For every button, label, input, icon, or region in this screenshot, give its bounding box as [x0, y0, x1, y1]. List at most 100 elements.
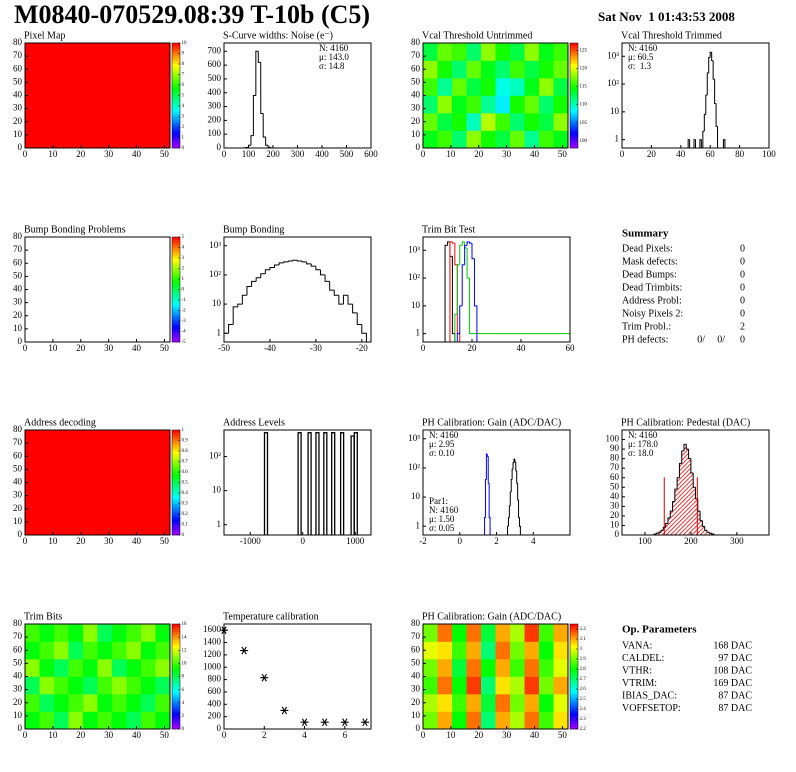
heatmap-cell — [452, 694, 467, 712]
colorbar-segment — [172, 647, 180, 651]
colorbar-segment — [570, 132, 578, 136]
hist-bin — [287, 260, 293, 262]
colorbar-segment — [172, 482, 180, 486]
heatmap-cell — [437, 60, 453, 79]
plot-frame — [223, 623, 372, 730]
colorbar-segment — [172, 684, 180, 688]
colorbar-segment — [570, 655, 578, 659]
x-tick-label: 50 — [160, 730, 170, 740]
colorbar-tick-label: 0.2 — [182, 512, 189, 517]
stats-text: μ: 60.5 — [628, 52, 654, 62]
y-tick-label: 20 — [13, 503, 23, 513]
y-tick-label: 10 — [13, 129, 23, 139]
colorbar-segment — [172, 66, 180, 70]
x-tick-label: 20 — [76, 149, 86, 159]
plot-frame — [223, 236, 372, 343]
hist-bin — [246, 286, 252, 296]
colorbar-segment — [172, 336, 180, 340]
colorbar-segment — [172, 323, 180, 327]
heatmap-cell — [141, 694, 156, 712]
heatmap-cell — [510, 113, 525, 131]
colorbar-segment — [172, 479, 180, 483]
colorbar-segment — [570, 48, 578, 52]
colorbar-tick-label: 125 — [580, 48, 588, 53]
hist-bin — [451, 241, 455, 244]
colorbar-segment — [570, 95, 578, 99]
colorbar-segment — [172, 453, 180, 457]
x-tick-label: 0 — [222, 730, 227, 740]
colorbar-segment — [570, 108, 578, 112]
heatmap-cell — [437, 78, 453, 96]
hist-bin — [507, 516, 510, 527]
x-tick-label: -20 — [356, 343, 368, 353]
hist-bin — [662, 526, 666, 531]
table-label: VTHR: — [622, 665, 652, 676]
heatmap-cell — [423, 659, 438, 677]
x-tick-label: 10 — [48, 730, 58, 740]
heatmap-cell — [39, 641, 55, 660]
colorbar-segment — [172, 474, 180, 478]
heatmap-cell — [481, 694, 496, 712]
y-tick-label: 10 — [13, 323, 23, 333]
colorbar-segment — [172, 85, 180, 88]
colorbar-tick-label: 110 — [580, 103, 588, 108]
colorbar-segment — [570, 639, 578, 643]
panel-title: Vcal Threshold Untrimmed — [422, 30, 532, 41]
colorbar-segment — [172, 626, 180, 630]
heatmap-cell — [466, 60, 482, 79]
y-tick-label: 600 — [208, 59, 222, 69]
heatmap-cell — [553, 624, 569, 642]
heatmap-cell — [437, 694, 453, 712]
colorbar-segment — [172, 671, 180, 675]
y-tick-label: 0 — [18, 529, 23, 539]
heatmap-cell — [39, 676, 55, 695]
colorbar-segment — [172, 464, 180, 468]
colorbar-segment — [570, 69, 578, 73]
colorbar-segment — [172, 302, 180, 306]
colorbar-segment — [172, 82, 180, 86]
colorbar-segment — [172, 315, 180, 319]
heatmap-cell — [495, 95, 511, 114]
colorbar-segment — [172, 255, 180, 259]
y-tick-label: 70 — [13, 631, 23, 641]
colorbar-segment — [570, 715, 578, 719]
heatmap-cell — [112, 624, 127, 642]
colorbar-segment — [172, 95, 180, 99]
heatmap-cell — [452, 95, 467, 114]
hist-fill — [658, 532, 662, 535]
x-tick-label: 60 — [566, 343, 576, 353]
colorbar-tick-label: 1 — [182, 428, 185, 433]
colorbar-tick-label: -2 — [182, 309, 187, 314]
colorbar-segment — [570, 626, 578, 630]
hist-bin — [292, 259, 298, 262]
y-tick-label: 40 — [411, 90, 421, 100]
heatmap-cell — [423, 130, 438, 149]
x-tick-label: 20 — [76, 730, 86, 740]
heatmap-cell — [68, 676, 84, 695]
x-tick-label: 50 — [160, 343, 170, 353]
table-value: 0/ — [697, 334, 705, 345]
x-tick-label: 40 — [530, 730, 540, 740]
heatmap-cell — [510, 641, 525, 660]
heatmap-cell — [495, 78, 511, 96]
table-label: IBIAS_DAC: — [622, 690, 677, 701]
hist-bin — [262, 113, 266, 138]
y-tick-label: 20 — [13, 116, 23, 126]
heatmap-cell — [495, 130, 511, 149]
hist-bin — [252, 95, 256, 136]
x-tick-label: 6 — [343, 730, 348, 740]
x-tick-label: 80 — [735, 149, 745, 159]
colorbar-segment — [172, 498, 180, 502]
x-tick-label: 50 — [160, 149, 170, 159]
colorbar-segment — [570, 127, 578, 130]
colorbar-segment — [570, 113, 578, 117]
hist-bin — [237, 303, 243, 307]
colorbar-segment — [172, 106, 180, 109]
colorbar-segment — [570, 650, 578, 654]
hist-fill — [706, 532, 710, 535]
colorbar-tick-label: 0.6 — [182, 470, 189, 475]
colorbar-segment — [570, 142, 578, 146]
colorbar-segment — [570, 660, 578, 664]
hist-bin — [466, 241, 470, 246]
colorbar-segment — [172, 137, 180, 141]
